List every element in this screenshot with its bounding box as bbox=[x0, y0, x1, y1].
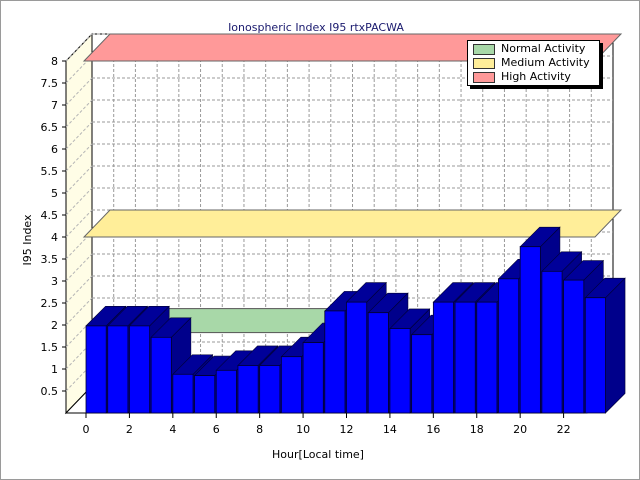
legend-swatch-medium bbox=[473, 58, 495, 69]
legend-label-normal: Normal Activity bbox=[501, 42, 586, 55]
bar-side bbox=[605, 277, 626, 414]
bar-front bbox=[259, 365, 281, 414]
bar bbox=[150, 317, 192, 414]
bar-front bbox=[150, 336, 172, 414]
x-tick-label: 20 bbox=[513, 423, 527, 436]
x-tick-label: 0 bbox=[83, 423, 90, 436]
bar-front bbox=[129, 325, 151, 414]
legend-item-normal: Normal Activity bbox=[473, 42, 598, 56]
bar-front bbox=[346, 301, 368, 414]
x-axis-ticks: 0 2 4 6 8 10 12 14 16 18 20 22 bbox=[83, 413, 571, 436]
x-axis-label: Hour[Local time] bbox=[272, 448, 364, 461]
x-tick-label: 10 bbox=[296, 423, 310, 436]
grid-diag bbox=[65, 165, 93, 194]
y-tick-label: 5 bbox=[51, 187, 58, 200]
y-tick-label: 7 bbox=[51, 99, 58, 112]
bar-front bbox=[280, 356, 302, 414]
bar-front bbox=[215, 369, 237, 414]
bar-front bbox=[107, 325, 129, 414]
bar-front bbox=[541, 270, 563, 414]
bar bbox=[584, 277, 626, 414]
bar-front bbox=[85, 325, 107, 414]
bar-front bbox=[563, 279, 585, 414]
x-tick-label: 6 bbox=[213, 423, 220, 436]
bar-front bbox=[432, 301, 454, 414]
bar-front bbox=[411, 334, 433, 414]
y-tick-label: 6 bbox=[51, 143, 58, 156]
bar-front bbox=[389, 328, 411, 414]
legend-item-medium: Medium Activity bbox=[473, 56, 598, 70]
y-axis-ticks: 0.5 1 1.5 2 2.5 3 3.5 4 4.5 5 5.5 6 6.5 7 7.5 8 bbox=[41, 55, 66, 398]
bar-front bbox=[237, 365, 259, 414]
grid-diag bbox=[65, 275, 93, 304]
x-tick-label: 22 bbox=[557, 423, 571, 436]
grid-diag bbox=[65, 99, 93, 128]
x-tick-label: 8 bbox=[256, 423, 263, 436]
chart-title: Ionospheric Index I95 rtxPACWA bbox=[228, 21, 404, 34]
legend-item-high: High Activity bbox=[473, 70, 598, 84]
legend-label-medium: Medium Activity bbox=[501, 56, 590, 69]
bar-front bbox=[498, 278, 520, 414]
x-tick-label: 4 bbox=[169, 423, 176, 436]
bar-series bbox=[85, 226, 626, 414]
bar-front bbox=[302, 342, 324, 414]
y-tick-label: 1 bbox=[51, 363, 58, 376]
bar-front bbox=[367, 312, 389, 414]
y-tick-label: 7.5 bbox=[41, 77, 59, 90]
y-tick-label: 6.5 bbox=[41, 121, 59, 134]
grid-diag bbox=[65, 187, 93, 216]
y-tick-label: 4.5 bbox=[41, 209, 59, 222]
grid-diag bbox=[65, 297, 93, 326]
bar-front bbox=[194, 375, 216, 414]
band-medium bbox=[82, 209, 623, 238]
y-tick-label: 5.5 bbox=[41, 165, 59, 178]
y-tick-label: 0.5 bbox=[41, 385, 59, 398]
x-tick-label: 2 bbox=[126, 423, 133, 436]
y-tick-label: 4 bbox=[51, 231, 58, 244]
grid-diag bbox=[65, 209, 93, 238]
y-tick-label: 2.5 bbox=[41, 297, 59, 310]
bar-front bbox=[172, 373, 194, 414]
bar-front bbox=[454, 301, 476, 414]
grid-diag bbox=[65, 33, 93, 62]
legend-swatch-normal bbox=[473, 44, 495, 55]
y-tick-label: 3 bbox=[51, 275, 58, 288]
bar-front bbox=[476, 301, 498, 414]
x-tick-label: 14 bbox=[383, 423, 397, 436]
y-axis-label: I95 Index bbox=[21, 214, 34, 266]
y-tick-label: 2 bbox=[51, 319, 58, 332]
grid-diag bbox=[65, 121, 93, 150]
y-tick-label: 8 bbox=[51, 55, 58, 68]
legend-swatch-high bbox=[473, 72, 495, 83]
bar-front bbox=[584, 297, 606, 414]
y-tick-label: 3.5 bbox=[41, 253, 59, 266]
grid-diag bbox=[65, 77, 93, 106]
grid-diag bbox=[65, 253, 93, 282]
legend: Normal Activity Medium Activity High Act… bbox=[467, 40, 600, 86]
bar-front bbox=[324, 310, 346, 414]
x-tick-label: 18 bbox=[470, 423, 484, 436]
y-tick-label: 1.5 bbox=[41, 341, 59, 354]
bar-front bbox=[519, 246, 541, 414]
x-tick-label: 16 bbox=[426, 423, 440, 436]
grid-diag bbox=[65, 143, 93, 172]
legend-label-high: High Activity bbox=[501, 70, 571, 83]
x-tick-label: 12 bbox=[340, 423, 354, 436]
